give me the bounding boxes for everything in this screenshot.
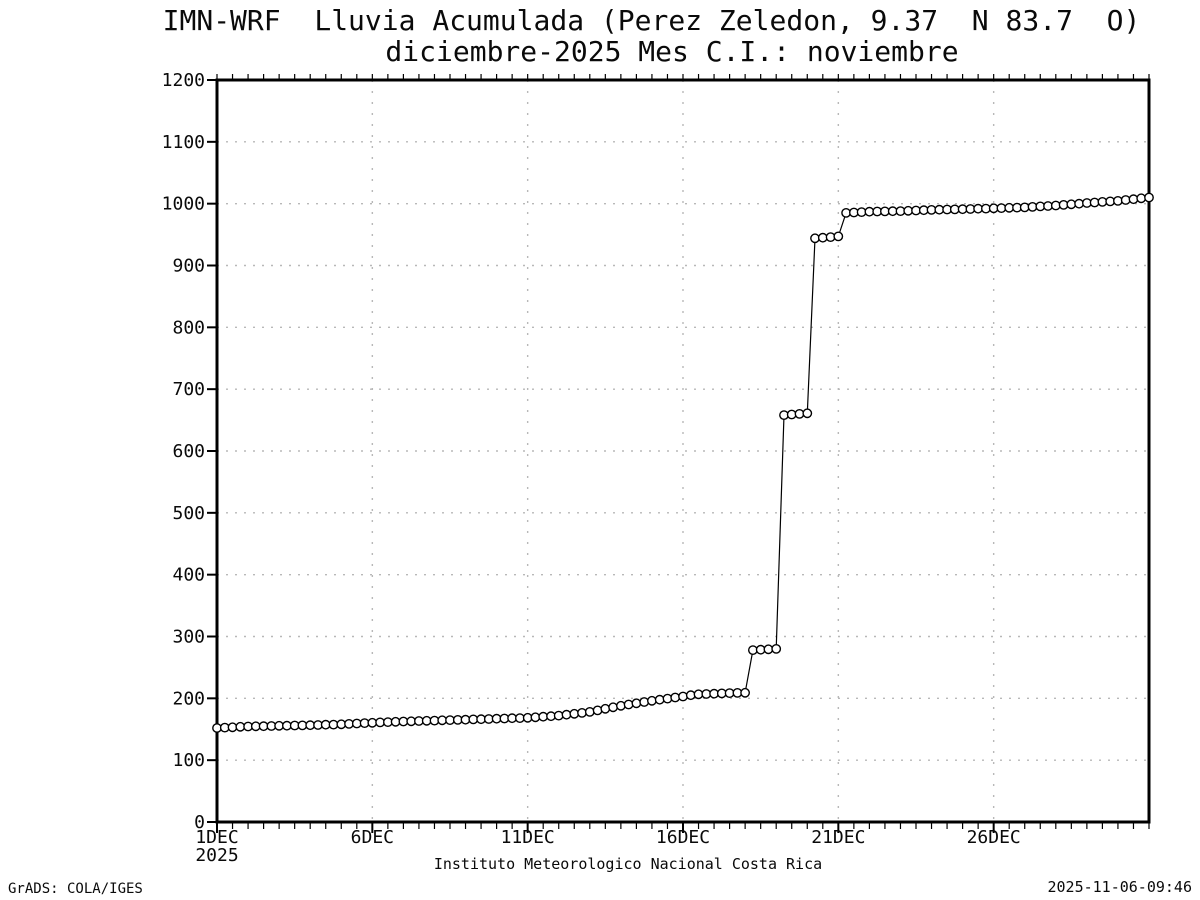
y-tick-label: 1000 xyxy=(162,194,205,215)
data-point xyxy=(577,708,587,718)
y-tick-label: 400 xyxy=(172,565,205,586)
data-point xyxy=(833,231,844,242)
x-tick-label: 6DEC xyxy=(351,827,394,848)
data-point xyxy=(1113,195,1123,206)
x-tick-label: 11DEC xyxy=(501,827,555,848)
data-point xyxy=(654,694,665,705)
y-tick-label: 1200 xyxy=(162,70,205,91)
data-point xyxy=(1136,193,1147,204)
grads-credit: GrADS: COLA/IGES xyxy=(8,881,143,897)
data-point xyxy=(802,408,813,419)
data-point xyxy=(639,697,650,707)
data-point xyxy=(584,707,595,717)
data-point xyxy=(623,699,634,710)
chart-subtitle: diciembre-2025 Mes C.I.: noviembre xyxy=(385,35,959,68)
y-tick-label: 1100 xyxy=(162,132,205,153)
y-tick-label: 800 xyxy=(172,317,205,338)
x-tick-label: 16DEC xyxy=(656,827,710,848)
x-tick-label: 21DEC xyxy=(811,827,865,848)
data-point xyxy=(1144,192,1154,203)
data-point xyxy=(1120,195,1131,205)
x-tick-year-label: 2025 xyxy=(195,845,238,866)
data-point xyxy=(631,698,642,709)
y-tick-label: 100 xyxy=(172,750,205,771)
y-tick-label: 300 xyxy=(172,627,205,648)
data-point xyxy=(740,687,750,698)
render-timestamp: 2025-11-06-09:46 xyxy=(1047,878,1193,896)
data-point xyxy=(553,710,564,721)
y-tick-label: 600 xyxy=(172,441,205,462)
y-tick-label: 900 xyxy=(172,256,205,277)
y-tick-label: 200 xyxy=(172,688,205,709)
data-point xyxy=(647,695,657,706)
data-point xyxy=(608,702,618,713)
y-tick-label: 700 xyxy=(172,379,205,400)
data-point xyxy=(616,700,626,711)
data-point xyxy=(678,691,688,702)
data-point xyxy=(561,709,572,720)
x-tick-label: 26DEC xyxy=(967,827,1021,848)
data-point xyxy=(670,692,681,703)
data-point xyxy=(600,703,611,714)
x-axis-title: Instituto Meteorologico Nacional Costa R… xyxy=(433,855,823,873)
x-tick-label: 1DEC xyxy=(195,827,238,848)
rainfall-line xyxy=(216,196,1150,729)
data-point xyxy=(771,644,782,654)
chart-title: IMN-WRF Lluvia Acumulada (Perez Zeledon,… xyxy=(162,4,1141,37)
y-tick-label: 500 xyxy=(172,503,205,524)
y-tick-label: 0 xyxy=(194,812,205,833)
data-point xyxy=(1074,198,1085,209)
data-point xyxy=(592,705,603,716)
